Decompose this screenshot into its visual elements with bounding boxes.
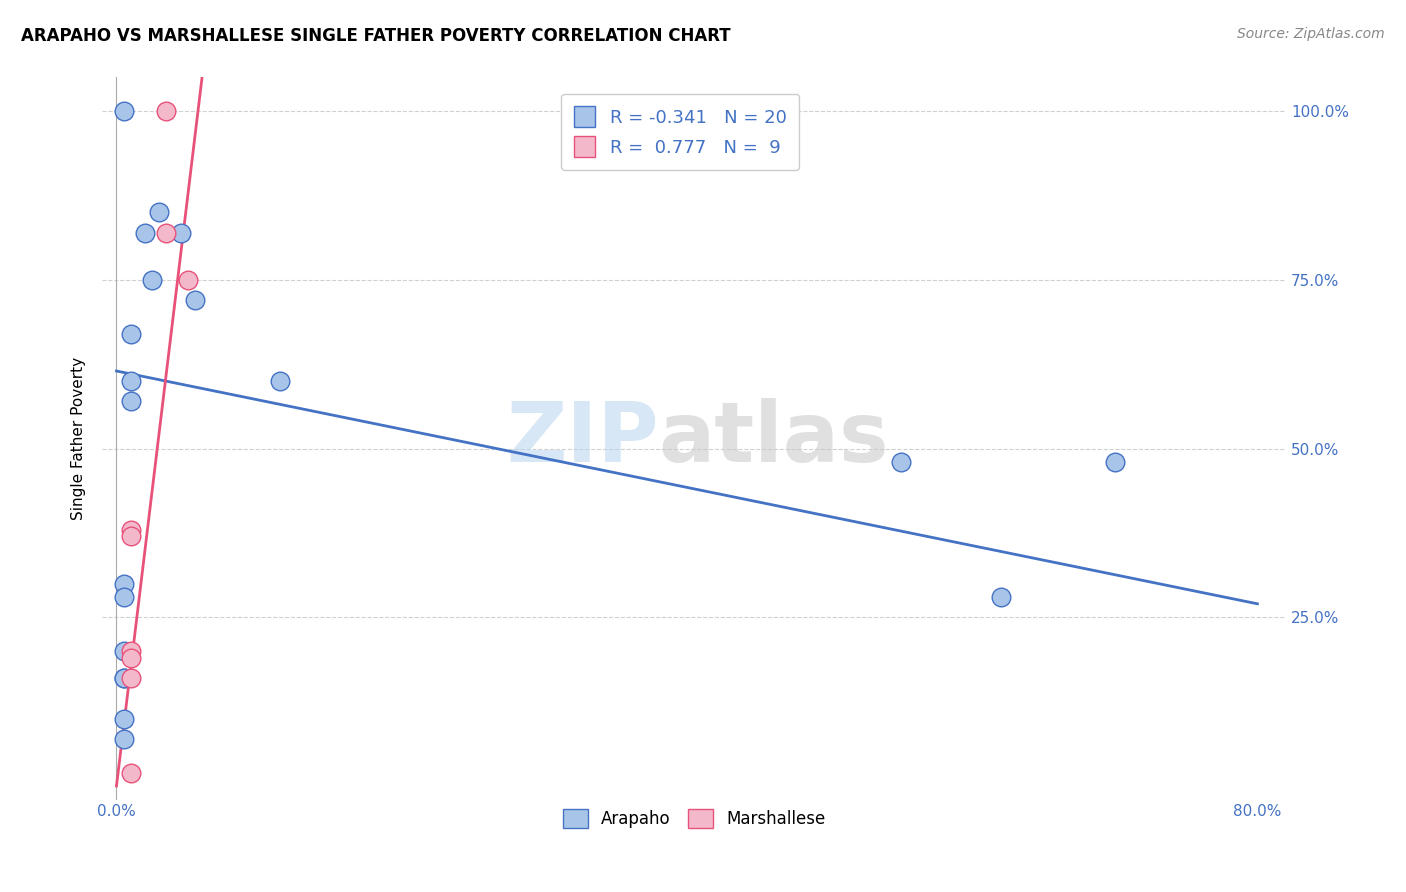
Point bbox=[155, 226, 177, 240]
Point bbox=[112, 712, 135, 726]
Text: atlas: atlas bbox=[658, 398, 890, 479]
Point bbox=[112, 671, 135, 685]
Point bbox=[990, 590, 1012, 604]
Point bbox=[112, 731, 135, 746]
Text: Source: ZipAtlas.com: Source: ZipAtlas.com bbox=[1237, 27, 1385, 41]
Point bbox=[112, 671, 135, 685]
Point bbox=[184, 293, 207, 307]
Point bbox=[120, 644, 142, 658]
Point bbox=[141, 273, 163, 287]
Point bbox=[155, 104, 177, 119]
Point bbox=[112, 576, 135, 591]
Point bbox=[148, 205, 170, 219]
Point bbox=[120, 326, 142, 341]
Point bbox=[269, 374, 291, 388]
Y-axis label: Single Father Poverty: Single Father Poverty bbox=[72, 357, 86, 520]
Point bbox=[120, 374, 142, 388]
Point bbox=[134, 226, 156, 240]
Point bbox=[120, 650, 142, 665]
Point bbox=[890, 455, 912, 469]
Point bbox=[120, 765, 142, 780]
Point bbox=[112, 644, 135, 658]
Text: ZIP: ZIP bbox=[506, 398, 658, 479]
Point bbox=[169, 226, 191, 240]
Point bbox=[120, 529, 142, 543]
Point bbox=[177, 273, 200, 287]
Point bbox=[1104, 455, 1126, 469]
Point bbox=[120, 671, 142, 685]
Text: ARAPAHO VS MARSHALLESE SINGLE FATHER POVERTY CORRELATION CHART: ARAPAHO VS MARSHALLESE SINGLE FATHER POV… bbox=[21, 27, 731, 45]
Point bbox=[112, 104, 135, 119]
Point bbox=[120, 523, 142, 537]
Legend: Arapaho, Marshallese: Arapaho, Marshallese bbox=[557, 802, 832, 835]
Point bbox=[120, 394, 142, 409]
Point bbox=[112, 590, 135, 604]
